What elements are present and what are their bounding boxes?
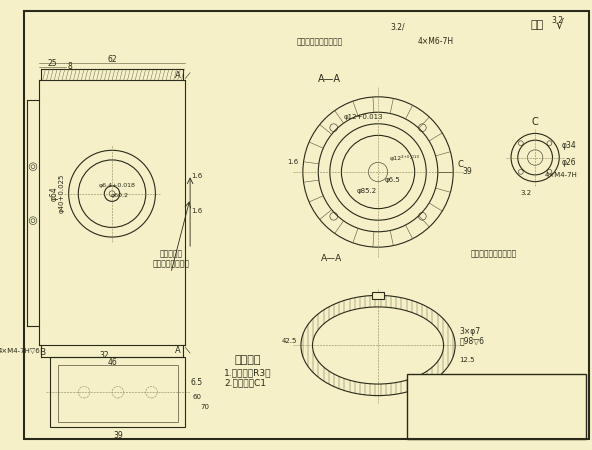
Bar bbox=[407, 374, 586, 439]
Text: 1：1: 1：1 bbox=[515, 393, 530, 402]
Text: 4×M4-7H: 4×M4-7H bbox=[545, 172, 578, 178]
Text: φ40+0.025: φ40+0.025 bbox=[59, 174, 65, 213]
Text: φ34: φ34 bbox=[561, 141, 576, 150]
Text: 箱 体: 箱 体 bbox=[434, 379, 453, 392]
Text: 技术要求: 技术要求 bbox=[234, 355, 261, 365]
Text: 3×φ7: 3×φ7 bbox=[459, 327, 480, 336]
Bar bbox=[50, 357, 185, 428]
Text: 39: 39 bbox=[113, 431, 123, 440]
Text: 宽度方向主要尺寸基准: 宽度方向主要尺寸基准 bbox=[471, 249, 517, 258]
Text: C: C bbox=[532, 117, 539, 127]
Text: 1: 1 bbox=[520, 405, 525, 414]
Text: 描图: 描图 bbox=[417, 415, 426, 424]
Text: φ6.4+0.018: φ6.4+0.018 bbox=[98, 184, 136, 189]
Text: 6.5: 6.5 bbox=[191, 378, 203, 387]
Text: 32: 32 bbox=[99, 351, 109, 360]
Bar bbox=[372, 292, 384, 299]
Text: φ64: φ64 bbox=[50, 186, 59, 201]
Text: 12.5: 12.5 bbox=[459, 357, 474, 363]
Text: 46: 46 bbox=[107, 358, 117, 367]
Text: φ12+0.013: φ12+0.013 bbox=[344, 114, 384, 120]
Text: 25: 25 bbox=[47, 58, 57, 68]
Text: φ6.5: φ6.5 bbox=[385, 177, 400, 183]
Bar bbox=[58, 365, 178, 422]
Text: 1.6: 1.6 bbox=[288, 159, 299, 165]
Text: 1.6: 1.6 bbox=[191, 208, 202, 214]
Text: A—A: A—A bbox=[321, 254, 342, 263]
Text: √: √ bbox=[555, 19, 563, 32]
Text: φ60.2: φ60.2 bbox=[111, 193, 128, 198]
Text: φ26: φ26 bbox=[562, 158, 576, 167]
Text: 3.2/: 3.2/ bbox=[390, 23, 404, 32]
Text: 70: 70 bbox=[200, 404, 209, 410]
Text: 审核: 审核 bbox=[417, 427, 426, 436]
Text: 2.未注倒角C1: 2.未注倒角C1 bbox=[224, 378, 266, 387]
Text: 42.5: 42.5 bbox=[282, 338, 297, 344]
Text: 3.2: 3.2 bbox=[520, 190, 531, 196]
Text: 4×M4-7H▽6: 4×M4-7H▽6 bbox=[0, 347, 41, 353]
Text: 62: 62 bbox=[107, 55, 117, 64]
Text: 径向和高度
方向主要尺寸基准: 径向和高度 方向主要尺寸基准 bbox=[152, 249, 189, 269]
Text: ⌴98▽6: ⌴98▽6 bbox=[460, 336, 485, 345]
Text: φ85.2: φ85.2 bbox=[356, 188, 377, 194]
Text: 39: 39 bbox=[463, 167, 472, 176]
Text: 比例: 比例 bbox=[494, 393, 504, 402]
Text: A: A bbox=[175, 71, 181, 80]
Text: 1.未注圆角R3。: 1.未注圆角R3。 bbox=[224, 368, 272, 377]
Text: A: A bbox=[175, 346, 181, 355]
Text: φ12²⁺⁰·⁰¹³: φ12²⁺⁰·⁰¹³ bbox=[390, 154, 420, 161]
Text: 3.2: 3.2 bbox=[551, 16, 564, 25]
Text: 8: 8 bbox=[67, 63, 72, 72]
Text: 60: 60 bbox=[192, 394, 201, 400]
Text: B: B bbox=[40, 348, 46, 357]
Text: 1.6: 1.6 bbox=[191, 173, 202, 180]
Text: HT200: HT200 bbox=[543, 405, 570, 414]
Text: 件数: 件数 bbox=[494, 405, 504, 414]
Text: 长度方向主要尺寸基准: 长度方向主要尺寸基准 bbox=[297, 37, 343, 46]
Text: 02-06: 02-06 bbox=[557, 393, 581, 402]
Text: 其余: 其余 bbox=[530, 19, 543, 30]
Text: C: C bbox=[458, 160, 464, 169]
Text: 4×M6-7H: 4×M6-7H bbox=[418, 37, 454, 46]
Text: A—A: A—A bbox=[318, 74, 342, 85]
Text: 制图: 制图 bbox=[417, 405, 426, 414]
